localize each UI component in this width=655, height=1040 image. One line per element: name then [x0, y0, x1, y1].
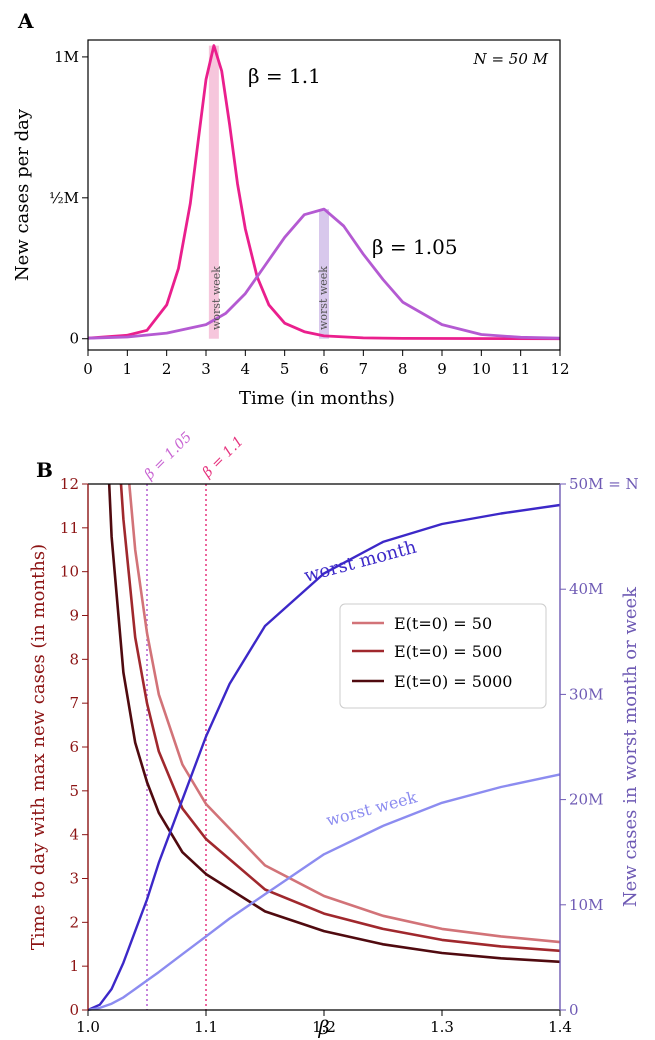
left-y-tick-label: 9: [69, 607, 79, 625]
left-series-line: [107, 483, 561, 964]
panel-a-x-label: Time (in months): [239, 388, 395, 409]
x-tick-label: 6: [319, 360, 329, 378]
right-y-tick-label: 10M: [569, 896, 603, 914]
left-y-tick-label: 8: [69, 650, 79, 668]
y-tick-label: 0: [69, 330, 79, 348]
panel-a-worst-week-label-1: worst week: [210, 266, 223, 330]
x-tick-label: 4: [241, 360, 251, 378]
left-y-tick-label: 3: [69, 870, 79, 888]
panel-a-y-label: New cases per day: [12, 108, 33, 281]
right-series-line: [87, 773, 561, 1012]
panel-b-letter: B: [36, 458, 53, 482]
panel-a-n-annotation: N = 50 M: [473, 50, 549, 68]
x-tick-label: 1.4: [548, 1018, 572, 1036]
left-y-tick-label: 7: [69, 694, 79, 712]
x-tick-label: 1.3: [430, 1018, 454, 1036]
series-line: [87, 207, 561, 340]
x-tick-label: 1.0: [76, 1018, 100, 1036]
legend-label-e50: E(t=0) = 50: [394, 614, 492, 633]
left-series-line: [128, 483, 561, 944]
right-y-tick-label: 30M: [569, 685, 603, 703]
panel-b-vline-label-1-1: β = 1.1: [199, 433, 247, 481]
legend-label-e500: E(t=0) = 500: [394, 642, 502, 661]
left-y-tick-label: 0: [69, 1001, 79, 1019]
panel-b-label-worst-week: worst week: [324, 787, 419, 830]
left-y-tick-label: 12: [60, 475, 79, 493]
left-y-tick-label: 1: [69, 957, 79, 975]
panel-a-label-beta-1-1: β = 1.1: [248, 64, 321, 88]
left-y-tick-label: 10: [60, 563, 79, 581]
left-y-tick-label: 11: [60, 519, 79, 537]
panel-b-right-y-ticks: 0 10M 20M 30M 40M 50M = N: [560, 475, 639, 1019]
panel-b-label-worst-month: worst month: [302, 537, 419, 587]
right-y-tick-label: 40M: [569, 580, 603, 598]
series-line: [87, 44, 561, 341]
panel-a-x-ticks: 0 1 2 3 4 5 6 7 8 9 10 11 12: [83, 350, 570, 378]
y-tick-label: 1M: [54, 48, 79, 66]
panel-b-left-y-label: Time to day with max new cases (in month…: [28, 544, 49, 950]
panel-a-worst-week-highlights: [208, 45, 329, 339]
x-tick-label: 9: [437, 360, 447, 378]
panel-b-right-y-label: New cases in worst month or week: [620, 586, 641, 907]
panel-b-x-ticks: 1.0 1.1 1.2 1.3 1.4: [76, 1010, 572, 1036]
panel-a-worst-week-label-2: worst week: [317, 266, 330, 330]
worst-week-band: [319, 209, 329, 339]
panel-b-lines: [87, 483, 561, 1012]
panel-b-legend: E(t=0) = 50 E(t=0) = 500 E(t=0) = 5000: [339, 603, 547, 709]
left-y-tick-label: 2: [69, 913, 79, 931]
x-tick-label: 8: [398, 360, 408, 378]
x-tick-label: 0: [83, 360, 93, 378]
x-tick-label: 11: [511, 360, 530, 378]
x-tick-label: 1: [123, 360, 133, 378]
right-y-tick-label: 0: [569, 1001, 579, 1019]
legend-box: [339, 603, 547, 709]
worst-week-band: [208, 45, 219, 339]
left-y-tick-label: 5: [69, 782, 79, 800]
x-tick-label: 10: [472, 360, 491, 378]
left-y-tick-label: 4: [69, 826, 79, 844]
right-y-tick-label: 50M = N: [569, 475, 639, 493]
x-tick-label: 1.1: [194, 1018, 218, 1036]
panel-a-letter: A: [17, 9, 34, 33]
x-tick-label: 7: [359, 360, 369, 378]
right-y-tick-label: 20M: [569, 791, 603, 809]
x-tick-label: 2: [162, 360, 172, 378]
panel-a-y-ticks: 0 ½M 1M: [49, 48, 88, 348]
panel-b-vline-label-1-05: β = 1.05: [141, 429, 195, 483]
x-tick-label: 12: [550, 360, 569, 378]
x-tick-label: 3: [201, 360, 211, 378]
panel-a-label-beta-1-05: β = 1.05: [372, 235, 458, 259]
right-series-line: [87, 503, 561, 1012]
x-tick-label: 5: [280, 360, 290, 378]
panel-a-lines: [87, 44, 561, 341]
legend-label-e5000: E(t=0) = 5000: [394, 672, 512, 691]
left-series-line: [119, 483, 561, 953]
left-y-tick-label: 6: [69, 738, 79, 756]
x-tick-label: 1.2: [312, 1018, 336, 1036]
y-tick-label: ½M: [49, 189, 79, 207]
panel-b-x-label: β: [318, 1017, 330, 1039]
